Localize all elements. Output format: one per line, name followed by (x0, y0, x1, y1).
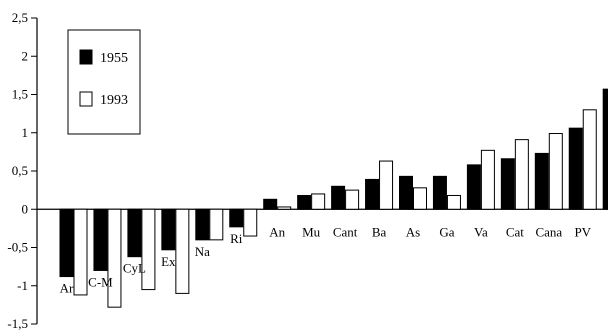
category-label: Mu (302, 224, 321, 239)
y-tick-label: 1 (22, 125, 29, 140)
y-tick-label: -1 (17, 278, 28, 293)
bar-1993-va (480, 149, 495, 210)
category-labels: ArC-MCyLExNaRiAnMuCantBaAsGaVaCatCanaPVM… (60, 224, 592, 296)
bar-1993-pv (582, 109, 597, 210)
bar-1993-as (413, 187, 427, 210)
legend-swatch-1955 (79, 49, 93, 65)
y-tick-label: 2,5 (12, 10, 28, 25)
bar-1955-as (399, 175, 413, 210)
category-label: Na (195, 244, 210, 259)
bar-1993-cana (548, 133, 563, 210)
bar-1955-ma (602, 88, 608, 210)
bar-1955-ri (229, 208, 244, 228)
bar-1955-cat (500, 158, 515, 210)
category-label: Ba (372, 224, 387, 239)
category-label: Va (474, 224, 488, 239)
category-label: Ar (60, 281, 74, 296)
y-tick-label: -0,5 (7, 240, 28, 255)
category-label: PV (574, 224, 591, 239)
legend-box (67, 29, 141, 135)
bar-1955-cant (331, 185, 346, 210)
bar-1955-an (263, 198, 278, 210)
category-label: An (269, 224, 285, 239)
bar-1955-mu (297, 194, 312, 210)
bar-1955-pv (568, 127, 583, 210)
bar-1955-c-m (93, 208, 108, 271)
bar-1955-ex (161, 208, 176, 251)
bar-1993-ba (379, 160, 394, 210)
category-label: Ex (161, 254, 176, 269)
bar-1993-ar (73, 208, 88, 296)
y-tick-label: 1,5 (12, 87, 28, 102)
category-label: As (406, 224, 420, 239)
bar-1955-cana (534, 152, 549, 210)
bar-1993-mu (311, 193, 326, 210)
bar-1955-va (466, 164, 481, 210)
bar-1955-na (195, 208, 210, 241)
bar-1993-cant (345, 189, 360, 210)
category-label: Cant (333, 224, 358, 239)
category-label: Ri (230, 231, 243, 246)
category-label: CyL (123, 261, 146, 276)
bar-1993-ri (243, 208, 258, 237)
category-label: C-M (88, 274, 113, 289)
bar-1993-ga (446, 194, 461, 210)
bar-1993-na (209, 208, 224, 241)
category-label: Cat (506, 224, 524, 239)
bar-1993-c-m (107, 208, 122, 308)
category-label: Cana (535, 224, 562, 239)
y-tick-labels: 2,5 2 1,5 1 0,5 0 -0,5 -1 -1,5 (7, 10, 28, 331)
bar-1955-ba (365, 178, 380, 210)
y-tick-label: -1,5 (7, 316, 28, 331)
bar-1955-cyl (127, 208, 142, 258)
legend-swatch-1993 (79, 91, 93, 107)
bar-1993-ex (175, 208, 190, 294)
bar-1993-cat (514, 139, 529, 210)
category-label: Ga (439, 224, 454, 239)
bar-1955-ga (432, 175, 447, 210)
bar-1993-an (277, 206, 292, 210)
legend-label-1993: 1993 (100, 93, 128, 108)
y-tick-label: 2 (22, 48, 29, 63)
y-tick-label: 0 (22, 201, 29, 216)
legend-label-1955: 1955 (100, 51, 128, 66)
bar-1955-ar (59, 208, 74, 278)
legend: 1955 1993 (67, 29, 141, 135)
bars (59, 88, 608, 308)
bar-1993-cyl (141, 208, 156, 291)
y-tick-label: 0,5 (12, 163, 28, 178)
